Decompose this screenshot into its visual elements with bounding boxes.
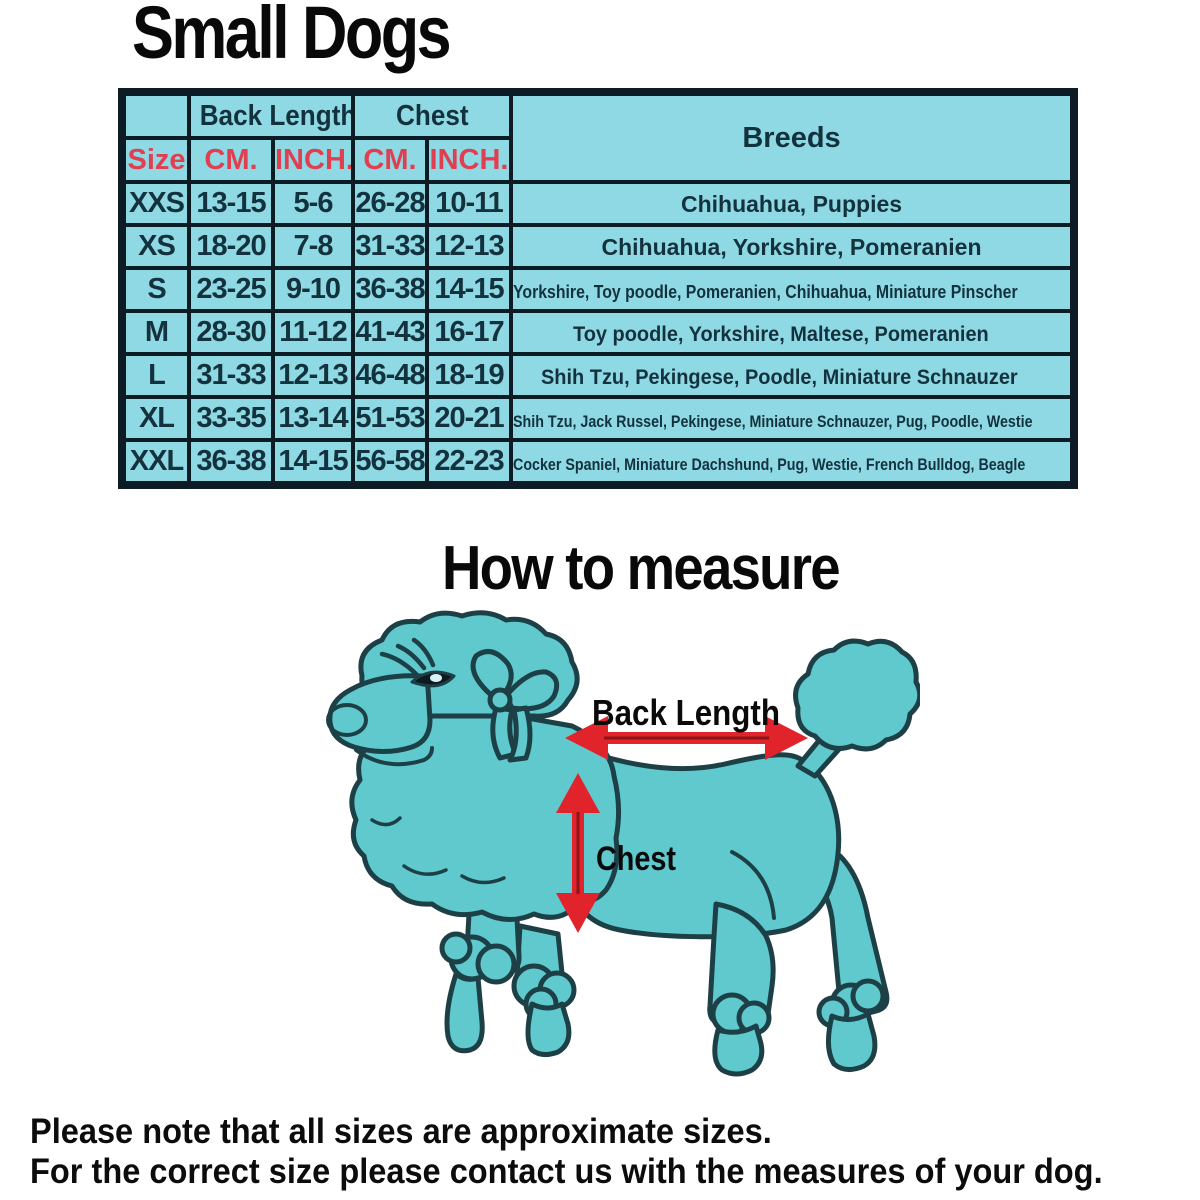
chest-arrow	[556, 773, 600, 933]
note-line-2: For the correct size please contact us w…	[30, 1152, 1103, 1191]
breeds-header: Breeds	[509, 90, 1077, 184]
back-length-arrow-label: Back Length	[592, 692, 780, 733]
table-row-xxl: XXL 36-38 14-15 56-58 22-23 Cocker Spani…	[120, 438, 1077, 487]
table-row-xxs: XXS 13-15 5-6 26-28 10-11 Chihuahua, Pup…	[120, 180, 1077, 227]
back-length-arrow	[565, 716, 808, 760]
how-to-measure-title: How to measure	[442, 534, 841, 603]
approximate-sizes-note: Please note that all sizes are approxima…	[30, 1112, 1103, 1192]
chest-header: Chest	[350, 90, 514, 140]
chest-arrow-label: Chest	[596, 840, 676, 878]
chest-cm-header: CM.	[351, 136, 429, 184]
front-far-leg	[511, 923, 577, 1058]
table-group-header-row: Back Length Chest Breeds	[120, 90, 1077, 184]
table-row-s: S 23-25 9-10 36-38 14-15 Yorkshire, Toy …	[120, 266, 1077, 313]
corner-cell	[120, 90, 191, 140]
hind-near-leg	[707, 901, 776, 1077]
chest-inch-header: INCH.	[424, 136, 514, 184]
note-line-1: Please note that all sizes are approxima…	[30, 1112, 772, 1151]
neck-ruff	[349, 695, 622, 922]
table-row-xs: XS 18-20 7-8 31-33 12-13 Chihuahua, York…	[120, 223, 1077, 270]
back-length-header: Back Length	[187, 90, 355, 140]
back-inch-header: INCH.	[271, 136, 355, 184]
bow-icon	[470, 649, 560, 763]
table-row-l: L 31-33 12-13 46-48 18-19 Shih Tzu, Peki…	[120, 352, 1077, 399]
table-sub-header-row: Size CM. INCH. CM. INCH.	[120, 136, 1074, 184]
nose-icon	[326, 703, 368, 737]
size-table: Back Length Chest Breeds Size CM. INCH. …	[118, 88, 1079, 489]
snout	[326, 673, 434, 767]
poodle-illustration: Back Length Chest	[326, 610, 920, 1077]
table-row-m: M 28-30 11-12 41-43 16-17 Toy poodle, Yo…	[120, 309, 1077, 356]
eye-icon	[379, 637, 456, 688]
page-title: Small Dogs	[132, 0, 452, 74]
table-row-xl: XL 33-35 13-14 51-53 20-21 Shih Tzu, Jac…	[120, 395, 1077, 442]
size-header: Size	[120, 136, 191, 184]
back-cm-header: CM.	[187, 136, 275, 184]
tail-poof	[793, 638, 920, 779]
